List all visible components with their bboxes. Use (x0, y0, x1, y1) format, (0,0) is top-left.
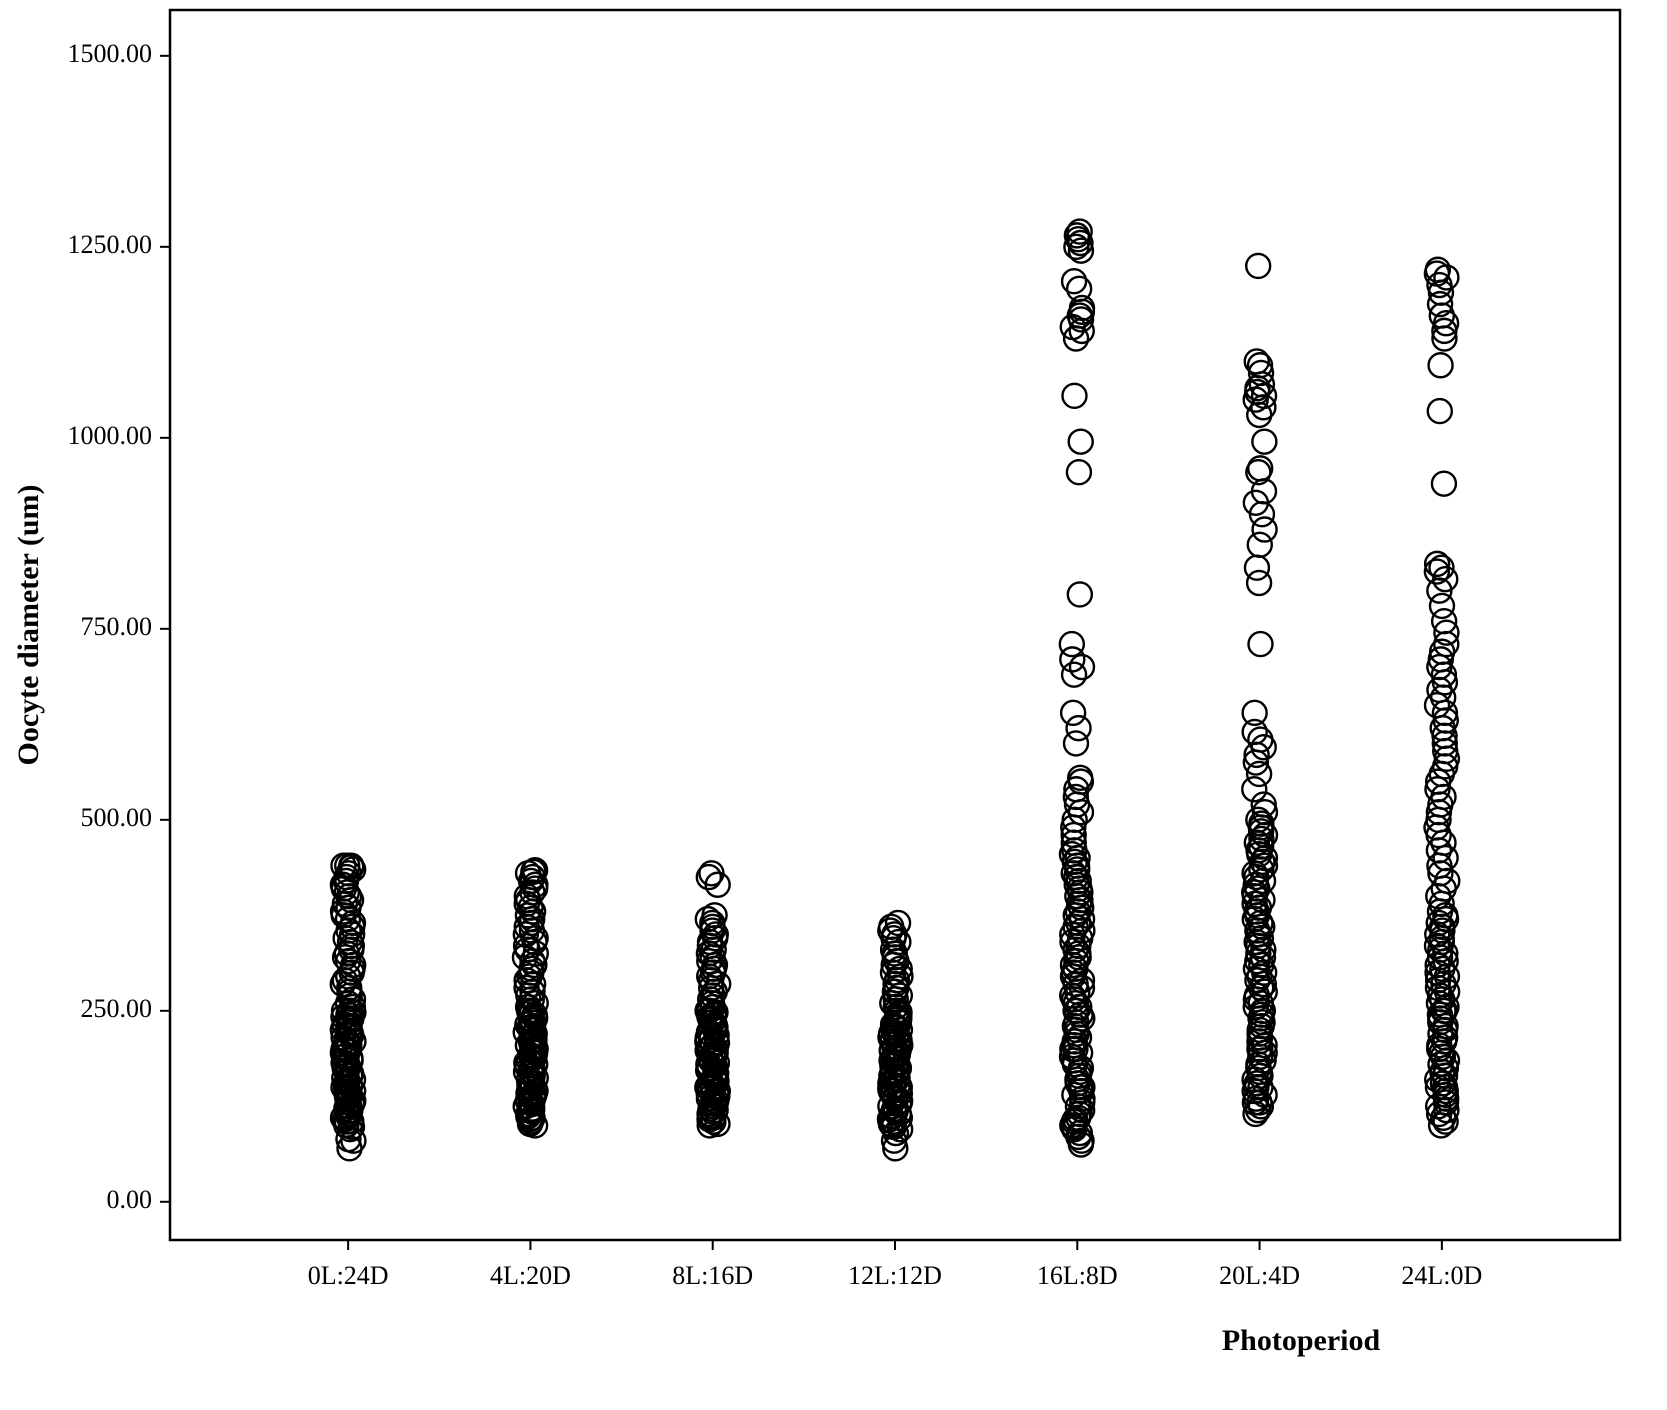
x-tick-label: 16L:8D (1037, 1261, 1118, 1290)
y-tick-label: 0.00 (107, 1185, 153, 1214)
scatter-chart: 0.00 250.00 500.00 750.00 1000.00 1250.00 1500… (0, 0, 1667, 1410)
x-tick-label: 0L:24D (308, 1261, 389, 1290)
y-tick-label: 750.00 (81, 612, 153, 641)
y-axis-label: Oocyte diameter (um) (12, 484, 45, 765)
x-axis-label: Photoperiod (1222, 1324, 1381, 1357)
y-tick-label: 250.00 (81, 994, 153, 1023)
x-tick-label: 12L:12D (848, 1261, 942, 1290)
y-tick-label: 1500.00 (68, 39, 153, 68)
y-tick-label: 1000.00 (68, 421, 153, 450)
x-tick-label: 20L:4D (1219, 1261, 1300, 1290)
x-tick-label: 24L:0D (1401, 1261, 1482, 1290)
y-tick-label: 500.00 (81, 803, 153, 832)
x-tick-label: 4L:20D (490, 1261, 571, 1290)
y-tick-label: 1250.00 (68, 230, 153, 259)
chart-container: 0.00 250.00 500.00 750.00 1000.00 1250.00 1500… (0, 0, 1667, 1410)
x-tick-label: 8L:16D (672, 1261, 753, 1290)
